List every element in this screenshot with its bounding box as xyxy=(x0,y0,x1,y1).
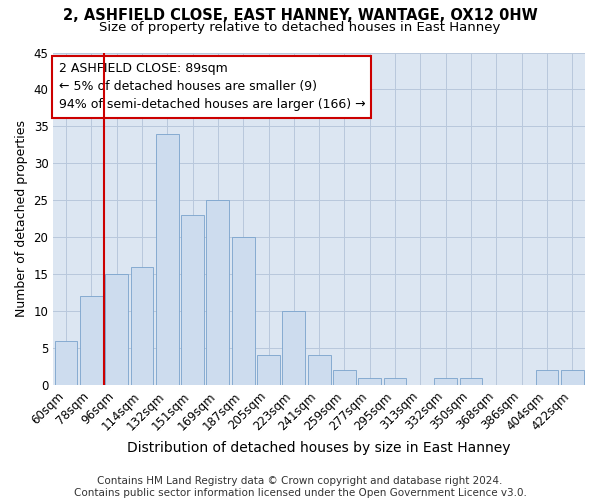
Text: 2, ASHFIELD CLOSE, EAST HANNEY, WANTAGE, OX12 0HW: 2, ASHFIELD CLOSE, EAST HANNEY, WANTAGE,… xyxy=(62,8,538,22)
Text: 2 ASHFIELD CLOSE: 89sqm
← 5% of detached houses are smaller (9)
94% of semi-deta: 2 ASHFIELD CLOSE: 89sqm ← 5% of detached… xyxy=(59,62,365,112)
Bar xyxy=(206,200,229,385)
Y-axis label: Number of detached properties: Number of detached properties xyxy=(15,120,28,317)
Bar xyxy=(55,340,77,385)
Bar xyxy=(156,134,179,385)
Bar xyxy=(308,356,331,385)
X-axis label: Distribution of detached houses by size in East Hanney: Distribution of detached houses by size … xyxy=(127,441,511,455)
Text: Size of property relative to detached houses in East Hanney: Size of property relative to detached ho… xyxy=(100,21,500,34)
Bar xyxy=(333,370,356,385)
Bar xyxy=(80,296,103,385)
Bar xyxy=(434,378,457,385)
Bar xyxy=(283,311,305,385)
Bar xyxy=(232,237,254,385)
Bar xyxy=(384,378,406,385)
Bar xyxy=(257,356,280,385)
Text: Contains HM Land Registry data © Crown copyright and database right 2024.
Contai: Contains HM Land Registry data © Crown c… xyxy=(74,476,526,498)
Bar xyxy=(358,378,381,385)
Bar xyxy=(181,215,204,385)
Bar xyxy=(561,370,584,385)
Bar xyxy=(460,378,482,385)
Bar xyxy=(105,274,128,385)
Bar xyxy=(536,370,559,385)
Bar xyxy=(131,266,154,385)
